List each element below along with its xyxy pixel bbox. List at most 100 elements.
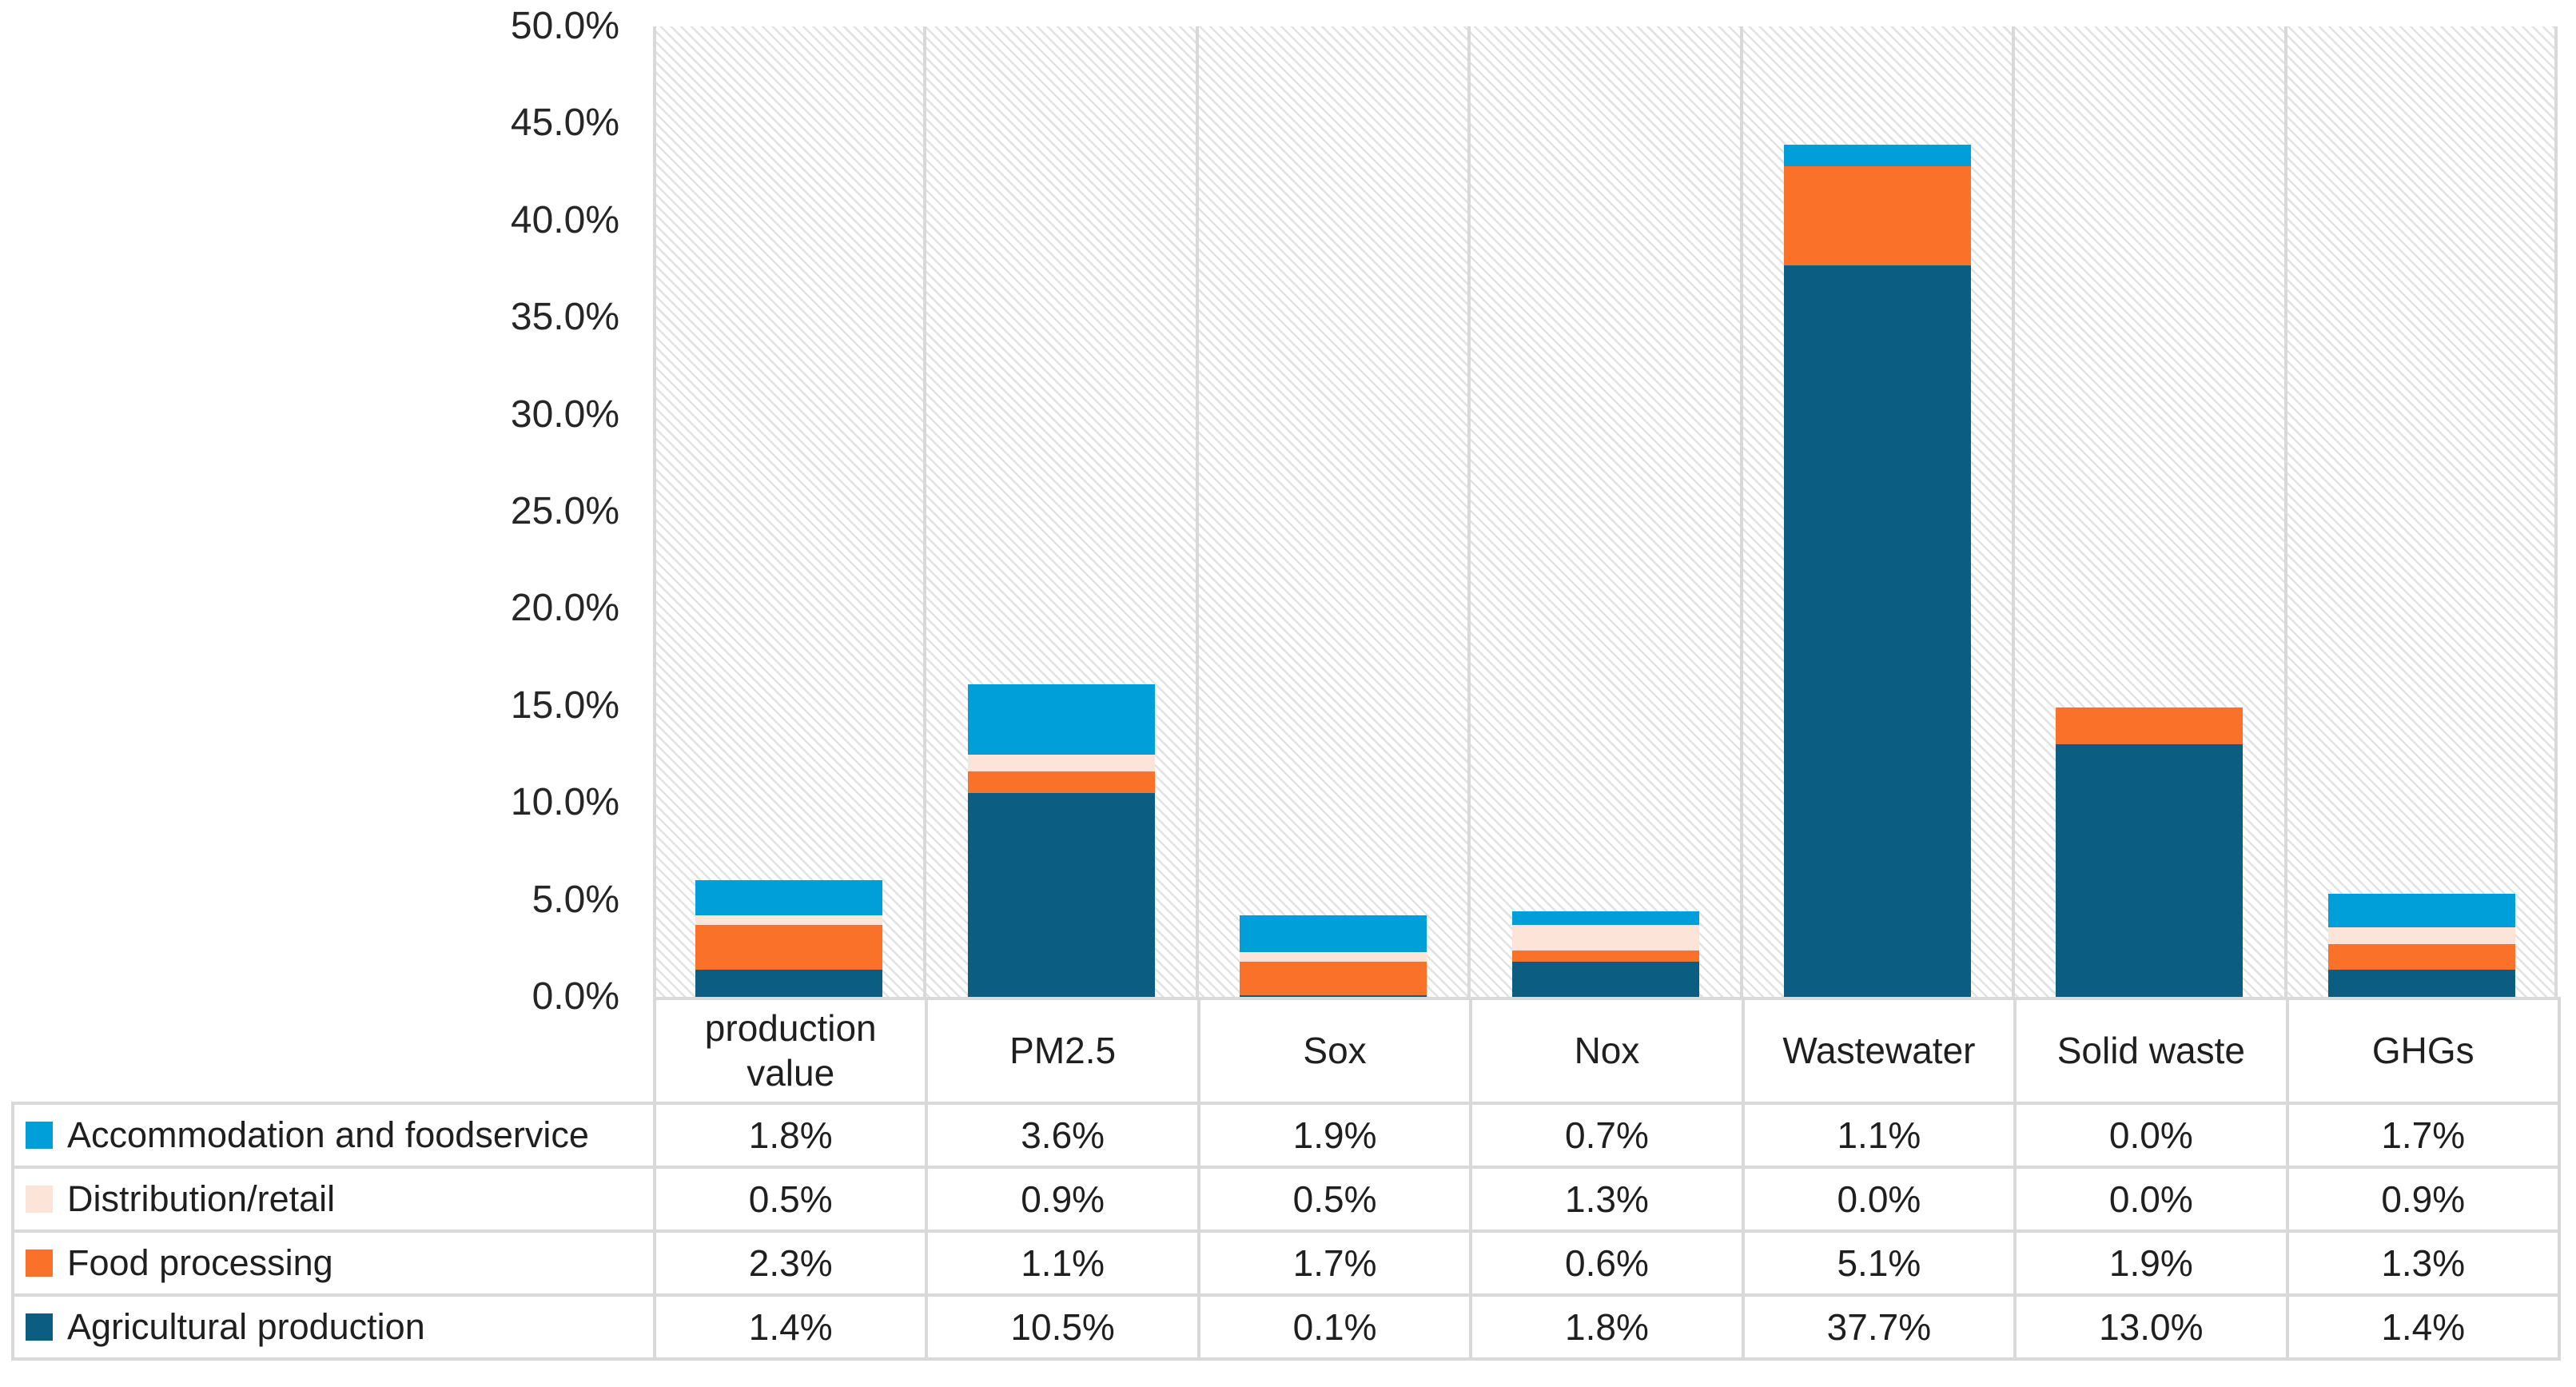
legend-swatch-icon: [26, 1313, 53, 1341]
legend-cell-agricultural-production: Agricultural production: [11, 1293, 656, 1361]
legend-cell-accommodation-and-foodservice: Accommodation and foodservice: [11, 1102, 656, 1169]
value-cell-distribution-retail-production-value: 0.5%: [652, 1166, 929, 1233]
y-axis-tick-label: 50.0%: [510, 5, 619, 47]
bar-segment-accommodation-and-foodservice: [1511, 911, 1699, 926]
bar-segment-accommodation-and-foodservice: [1783, 145, 1971, 166]
bar-segment-distribution-retail: [695, 915, 883, 926]
legend-cell-distribution-retail: Distribution/retail: [11, 1166, 656, 1233]
bar-segment-accommodation-and-foodservice: [2327, 894, 2515, 927]
value-cell-accommodation-and-foodservice-production-value: 1.8%: [652, 1102, 929, 1169]
legend-entry: Accommodation and foodservice: [26, 1114, 652, 1156]
bar-segment-distribution-retail: [1511, 925, 1699, 951]
value-cell-food-processing-ghgs: 1.3%: [2285, 1230, 2561, 1297]
bar-solid-waste: [2056, 707, 2244, 997]
value-cell-agricultural-production-solid-waste: 13.0%: [2013, 1293, 2289, 1361]
value-cell-distribution-retail-wastewater: 0.0%: [1741, 1166, 2017, 1233]
bar-pm2-5: [967, 684, 1155, 997]
bar-ghgs: [2327, 894, 2515, 997]
y-axis-tick-label: 40.0%: [510, 198, 619, 241]
value-cell-agricultural-production-ghgs: 1.4%: [2285, 1293, 2561, 1361]
bar-production-value: [695, 880, 883, 997]
value-cell-distribution-retail-ghgs: 0.9%: [2285, 1166, 2561, 1233]
value-cell-distribution-retail-pm2-5: 0.9%: [925, 1166, 1200, 1233]
table-row-distribution-retail: Distribution/retail 0.5% 0.9% 0.5% 1.3% 0.0% 0…: [11, 1166, 2561, 1233]
bar-segment-food-processing: [1783, 165, 1971, 265]
value-cell-agricultural-production-pm2-5: 10.5%: [925, 1293, 1200, 1361]
y-axis-tick-label: 0.0%: [532, 975, 619, 1018]
y-axis-tick-label: 15.0%: [510, 684, 619, 727]
y-axis-tick-label: 30.0%: [510, 393, 619, 436]
legend-swatch-icon: [26, 1249, 53, 1277]
bar-segment-distribution-retail: [2327, 927, 2515, 945]
table-row-agricultural-production: Agricultural production 1.4% 10.5% 0.1% 1.8%…: [11, 1293, 2561, 1361]
category-header-sox: Sox: [1196, 997, 1473, 1105]
vertical-gridline: [1195, 26, 1199, 997]
table-header-row: production value PM2.5 Sox Nox Wastewater Sol…: [13, 997, 2561, 1105]
bar-segment-food-processing: [1240, 962, 1427, 995]
y-axis-tick-label: 45.0%: [510, 102, 619, 145]
y-axis-tick-label: 10.0%: [510, 781, 619, 824]
bar-segment-food-processing: [1511, 950, 1699, 963]
bar-segment-distribution-retail: [967, 754, 1155, 772]
bar-segment-food-processing: [2327, 944, 2515, 971]
legend-label: Distribution/retail: [67, 1178, 336, 1219]
value-cell-accommodation-and-foodservice-ghgs: 1.7%: [2285, 1102, 2561, 1169]
value-cell-food-processing-wastewater: 5.1%: [1741, 1230, 2017, 1297]
value-cell-agricultural-production-wastewater: 37.7%: [1741, 1293, 2017, 1361]
bar-segment-agricultural-production: [695, 970, 883, 997]
value-cell-food-processing-nox: 0.6%: [1469, 1230, 1745, 1297]
bar-segment-agricultural-production: [2327, 970, 2515, 997]
vertical-gridline: [1739, 26, 1743, 997]
value-cell-agricultural-production-sox: 0.1%: [1196, 1293, 1473, 1361]
legend-entry: Food processing: [26, 1242, 652, 1284]
bar-segment-agricultural-production: [1783, 265, 1971, 997]
bar-segment-agricultural-production: [1511, 962, 1699, 997]
table-row-food-processing: Food processing 2.3% 1.1% 1.7% 0.6% 5.1% 1.9% 1…: [11, 1230, 2561, 1297]
vertical-gridline: [2012, 26, 2016, 997]
table-corner-cell: [13, 998, 655, 1103]
legend-entry: Distribution/retail: [26, 1178, 652, 1220]
value-cell-distribution-retail-nox: 1.3%: [1469, 1166, 1745, 1233]
bar-segment-food-processing: [967, 771, 1155, 794]
category-header-wastewater: Wastewater: [1741, 997, 2017, 1105]
bar-segment-accommodation-and-foodservice: [967, 684, 1155, 755]
bar-segment-accommodation-and-foodservice: [695, 880, 883, 916]
bar-wastewater: [1783, 145, 1971, 997]
legend-label: Food processing: [67, 1242, 333, 1283]
y-axis-tick-label: 5.0%: [532, 878, 619, 921]
bar-segment-food-processing: [695, 925, 883, 971]
bar-segment-food-processing: [2056, 707, 2244, 745]
table-row-accommodation-and-foodservice: Accommodation and foodservice 1.8% 3.6% 1.9…: [11, 1102, 2561, 1169]
legend-label: Accommodation and foodservice: [67, 1114, 589, 1155]
vertical-gridline: [1467, 26, 1471, 997]
bar-segment-agricultural-production: [1240, 994, 1427, 997]
value-cell-accommodation-and-foodservice-pm2-5: 3.6%: [925, 1102, 1200, 1169]
value-cell-accommodation-and-foodservice-sox: 1.9%: [1196, 1102, 1473, 1169]
bar-sox: [1240, 915, 1427, 997]
legend-entry: Agricultural production: [26, 1306, 652, 1348]
category-header-ghgs: GHGs: [2285, 997, 2561, 1105]
legend-cell-food-processing: Food processing: [11, 1230, 656, 1297]
vertical-gridline: [653, 26, 656, 997]
legend-swatch-icon: [26, 1122, 53, 1149]
value-cell-food-processing-sox: 1.7%: [1196, 1230, 1473, 1297]
value-cell-agricultural-production-production-value: 1.4%: [652, 1293, 929, 1361]
vertical-gridline: [923, 26, 927, 997]
y-axis: 50.0% 45.0% 40.0% 35.0% 30.0% 25.0% 20.0% 15.0%…: [0, 0, 619, 1039]
legend-swatch-icon: [26, 1186, 53, 1213]
y-axis-tick-label: 25.0%: [510, 490, 619, 532]
bar-segment-agricultural-production: [2056, 744, 2244, 997]
data-table: production value PM2.5 Sox Nox Wastewater Sol…: [11, 997, 2561, 1361]
plot-area: [653, 26, 2558, 997]
bar-segment-distribution-retail: [1240, 952, 1427, 963]
category-header-pm2-5: PM2.5: [925, 997, 1200, 1105]
y-axis-tick-label: 20.0%: [510, 587, 619, 630]
value-cell-distribution-retail-solid-waste: 0.0%: [2013, 1166, 2289, 1233]
legend-label: Agricultural production: [67, 1306, 425, 1347]
y-axis-tick-label: 35.0%: [510, 296, 619, 339]
bar-nox: [1511, 911, 1699, 997]
bar-segment-agricultural-production: [967, 793, 1155, 997]
vertical-gridline: [2283, 26, 2287, 997]
value-cell-food-processing-production-value: 2.3%: [652, 1230, 929, 1297]
